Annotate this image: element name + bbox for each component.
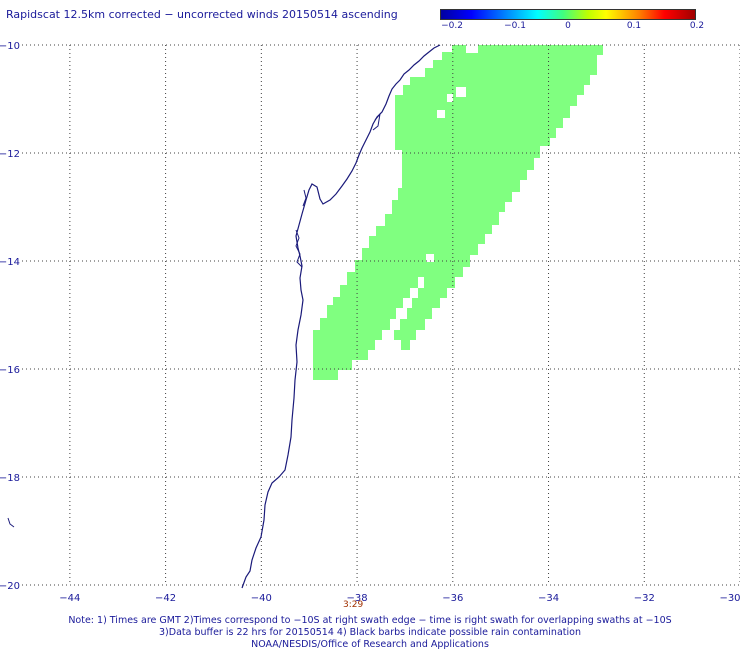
axis-ticks: −44 −42 −40 −38 −36 −34 −32 −30 −10 −12 −14 −16 −18 −…	[0, 41, 740, 604]
y-tick-label: −12	[0, 149, 20, 160]
x-tick-label: −44	[59, 593, 80, 604]
y-tick-label: −10	[0, 41, 20, 52]
y-tick-label: −18	[0, 473, 20, 484]
colorbar-label-pos: 0.1	[626, 21, 642, 31]
footer-credit: NOAA/NESDIS/Office of Research and Appli…	[251, 639, 489, 650]
coastline	[241, 44, 441, 589]
swath-polygon	[313, 45, 603, 380]
colorbar-label-min: −0.2	[441, 21, 463, 31]
colorbar	[440, 9, 696, 20]
wind-swath	[313, 45, 603, 380]
colorbar-label-max: 0.2	[689, 21, 705, 31]
swath-time-label: 3:29	[343, 600, 364, 610]
x-tick-label: −36	[442, 593, 463, 604]
x-tick-label: −40	[251, 593, 272, 604]
y-tick-label: −20	[0, 581, 20, 592]
swath-gap	[466, 45, 478, 53]
footer-note-1: Note: 1) Times are GMT 2)Times correspon…	[68, 615, 672, 626]
swath-gap	[437, 110, 445, 118]
x-tick-label: −34	[538, 593, 559, 604]
swath-gap	[426, 254, 434, 262]
y-tick-label: −14	[0, 257, 20, 268]
colorbar-label-neg: −0.1	[504, 21, 526, 31]
coastline-islands	[7, 112, 381, 528]
swath-gap	[447, 94, 453, 102]
x-tick-label: −32	[634, 593, 655, 604]
swath-gap	[456, 87, 466, 97]
colorbar-label-zero: 0	[565, 21, 571, 31]
x-tick-label: −42	[155, 593, 176, 604]
x-tick-label: −30	[719, 593, 740, 604]
x-tick-label: −38	[347, 593, 368, 604]
footer-note-2: 3)Data buffer is 22 hrs for 20150514 4) …	[159, 627, 581, 638]
chart-title: Rapidscat 12.5km corrected − uncorrected…	[6, 8, 398, 21]
y-tick-label: −16	[0, 365, 20, 376]
